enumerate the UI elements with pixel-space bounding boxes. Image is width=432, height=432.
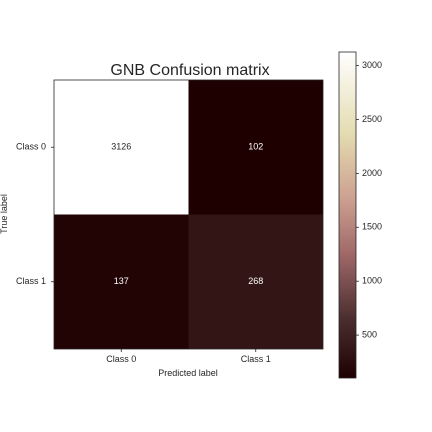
y-tick-label: Class 0 <box>16 142 46 152</box>
x-tick-label: Class 1 <box>241 354 271 364</box>
cell-value-label: 102 <box>248 142 263 152</box>
y-tick-label: Class 1 <box>16 276 46 286</box>
x-axis-ticks: Class 0 Class 1 <box>106 349 271 364</box>
colorbar <box>339 52 356 378</box>
colorbar-ticks: 500 1000 1500 2000 2500 3000 <box>356 60 382 340</box>
cell-value-label: 137 <box>114 276 129 286</box>
colorbar-tick-label: 500 <box>362 329 377 339</box>
matrix-cells <box>54 80 323 349</box>
colorbar-tick-label: 2500 <box>362 114 382 124</box>
colorbar-tick-label: 1500 <box>362 222 382 232</box>
x-axis-label: Predicted label <box>158 368 218 378</box>
colorbar-tick-label: 2000 <box>362 168 382 178</box>
cell-value-label: 3126 <box>111 142 131 152</box>
colorbar-tick-label: 1000 <box>362 276 382 286</box>
colorbar-tick-label: 3000 <box>362 60 382 70</box>
y-axis-ticks: Class 0 Class 1 <box>16 142 54 287</box>
x-tick-label: Class 0 <box>106 354 136 364</box>
y-axis-label: True label <box>0 194 9 234</box>
cell-value-label: 268 <box>248 276 263 286</box>
chart-title: GNB Confusion matrix <box>110 62 269 79</box>
